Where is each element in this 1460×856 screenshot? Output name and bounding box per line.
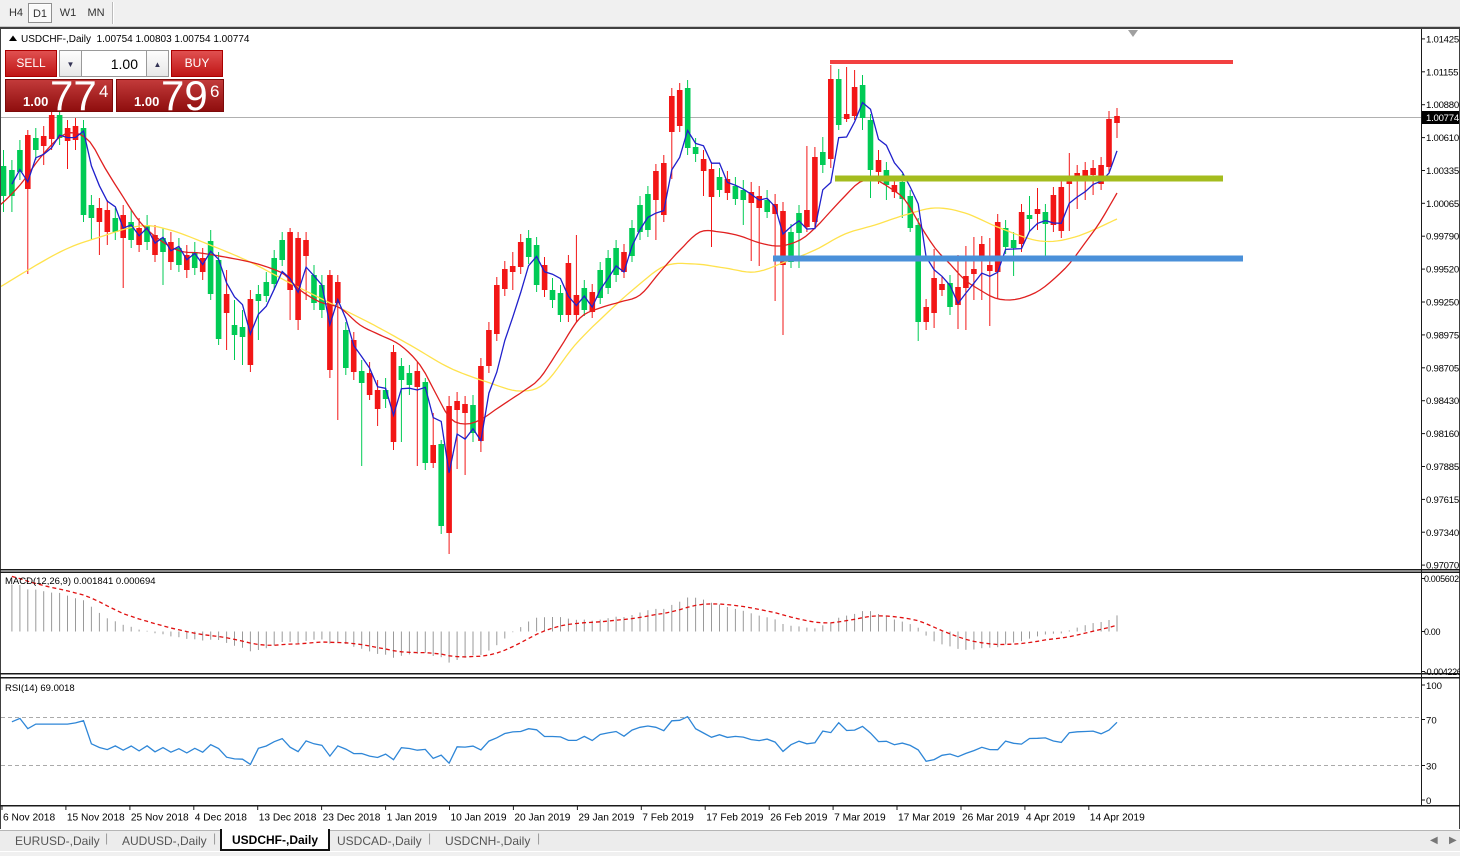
svg-text:20 Jan 2019: 20 Jan 2019 (514, 813, 570, 824)
svg-text:0.98975: 0.98975 (1426, 330, 1459, 341)
svg-text:14 Apr 2019: 14 Apr 2019 (1090, 813, 1145, 824)
svg-text:15 Nov 2018: 15 Nov 2018 (67, 813, 125, 824)
svg-text:17 Feb 2019: 17 Feb 2019 (706, 813, 764, 824)
svg-text:7 Feb 2019: 7 Feb 2019 (642, 813, 694, 824)
svg-text:0.98430: 0.98430 (1426, 396, 1459, 407)
svg-text:6 Nov 2018: 6 Nov 2018 (3, 813, 55, 824)
svg-text:0.97340: 0.97340 (1426, 528, 1459, 539)
svg-text:1.01425: 1.01425 (1426, 34, 1459, 45)
svg-text:1.00880: 1.00880 (1426, 100, 1459, 111)
svg-text:29 Jan 2019: 29 Jan 2019 (578, 813, 634, 824)
svg-text:30: 30 (1426, 762, 1437, 773)
svg-text:100: 100 (1426, 681, 1442, 692)
svg-text:0.005602: 0.005602 (1424, 574, 1459, 584)
svg-text:1.00065: 1.00065 (1426, 199, 1459, 210)
svg-text:7 Mar 2019: 7 Mar 2019 (834, 813, 886, 824)
svg-text:25 Nov 2018: 25 Nov 2018 (131, 813, 189, 824)
svg-text:13 Dec 2018: 13 Dec 2018 (259, 813, 317, 824)
svg-text:26 Mar 2019: 26 Mar 2019 (962, 813, 1020, 824)
svg-text:0.97070: 0.97070 (1426, 561, 1459, 572)
svg-text:1.00610: 1.00610 (1426, 133, 1459, 144)
svg-text:17 Mar 2019: 17 Mar 2019 (898, 813, 956, 824)
svg-text:70: 70 (1426, 716, 1437, 727)
svg-text:MACD(12,26,9) 0.001841 0.00069: MACD(12,26,9) 0.001841 0.000694 (5, 576, 156, 587)
svg-text:0: 0 (1426, 796, 1431, 807)
svg-text:0.99520: 0.99520 (1426, 265, 1459, 276)
svg-text:26 Feb 2019: 26 Feb 2019 (770, 813, 828, 824)
svg-text:10 Jan 2019: 10 Jan 2019 (451, 813, 507, 824)
svg-text:4 Dec 2018: 4 Dec 2018 (195, 813, 247, 824)
svg-text:1.01155: 1.01155 (1426, 67, 1458, 78)
svg-text:0.99250: 0.99250 (1426, 298, 1459, 309)
svg-text:1.00335: 1.00335 (1426, 166, 1459, 177)
svg-text:RSI(14) 69.0018: RSI(14) 69.0018 (5, 683, 75, 694)
svg-text:1 Jan 2019: 1 Jan 2019 (387, 813, 438, 824)
svg-text:-0.004226: -0.004226 (1424, 667, 1460, 677)
svg-text:0.98705: 0.98705 (1426, 363, 1459, 374)
svg-text:USDCHF-,Daily 1.00754 1.00803: USDCHF-,Daily 1.00754 1.00803 1.00754 1.… (21, 34, 250, 45)
svg-text:0.97615: 0.97615 (1426, 495, 1459, 506)
svg-text:4 Apr 2019: 4 Apr 2019 (1026, 813, 1076, 824)
svg-text:0.99790: 0.99790 (1426, 232, 1459, 243)
svg-text:23 Dec 2018: 23 Dec 2018 (323, 813, 381, 824)
svg-text:1.00774: 1.00774 (1426, 113, 1460, 124)
svg-text:0.00: 0.00 (1424, 627, 1440, 637)
svg-text:0.98160: 0.98160 (1426, 429, 1459, 440)
svg-text:0.97885: 0.97885 (1426, 462, 1459, 473)
